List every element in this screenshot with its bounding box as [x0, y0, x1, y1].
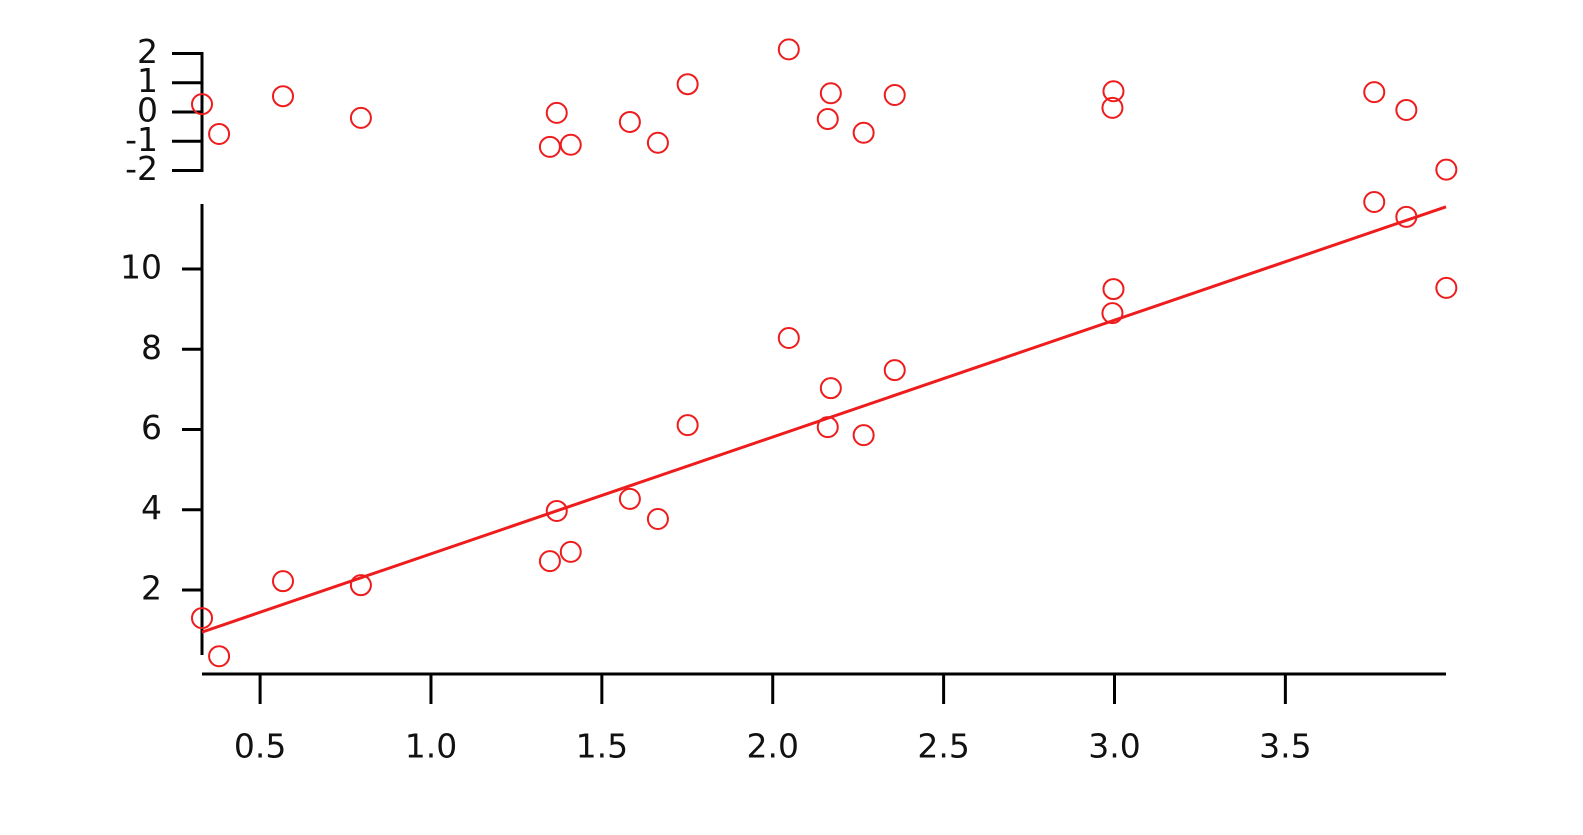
- point: [538, 550, 561, 573]
- fit-line: [201, 205, 1447, 634]
- point: [191, 607, 213, 630]
- point: [208, 645, 231, 668]
- point: [271, 85, 294, 108]
- y-tick-label: 6: [141, 408, 162, 447]
- point: [819, 82, 842, 105]
- x-tick-label: 2.5: [917, 727, 969, 766]
- point: [191, 93, 213, 116]
- point: [1101, 96, 1124, 119]
- point: [777, 38, 800, 61]
- y-tick-label: -2: [125, 149, 158, 188]
- point: [646, 507, 669, 530]
- point: [1395, 98, 1418, 121]
- point: [816, 108, 839, 131]
- point: [349, 574, 372, 597]
- point: [777, 327, 800, 350]
- point: [538, 135, 561, 158]
- y-tick-label: 2: [141, 568, 162, 607]
- point: [1435, 158, 1458, 181]
- point: [883, 84, 906, 107]
- point: [676, 73, 699, 96]
- y-tick-label: -1: [125, 120, 158, 159]
- point: [559, 540, 582, 563]
- x-tick-label: 1.0: [405, 727, 457, 766]
- point: [1363, 190, 1386, 213]
- point: [618, 487, 641, 510]
- y-tick-label: 8: [141, 328, 162, 367]
- y-tick-label: 1: [137, 61, 158, 100]
- point: [1102, 278, 1125, 301]
- point: [676, 414, 699, 437]
- x-tick-label: 0.5: [234, 727, 286, 766]
- y-tick-label: 0: [137, 91, 158, 130]
- point: [271, 570, 294, 593]
- point: [545, 499, 568, 522]
- point: [618, 110, 641, 133]
- point: [208, 122, 231, 145]
- x-tick-label: 2.0: [746, 727, 798, 766]
- x-tick-label: 3.0: [1088, 727, 1140, 766]
- point: [646, 131, 669, 154]
- point: [819, 377, 842, 400]
- point: [559, 133, 582, 156]
- point: [1102, 80, 1125, 103]
- point: [349, 106, 372, 129]
- point: [852, 424, 875, 447]
- point: [1363, 81, 1386, 104]
- point: [1435, 276, 1458, 299]
- x-tick-label: 1.5: [576, 727, 628, 766]
- x-tick-label: 3.5: [1259, 727, 1311, 766]
- point: [545, 101, 568, 124]
- y-tick-label: 4: [141, 488, 162, 527]
- y-tick-label: 2: [137, 32, 158, 71]
- y-tick-label: 10: [120, 248, 162, 287]
- point: [852, 121, 875, 144]
- point: [883, 359, 906, 382]
- point: [1101, 302, 1124, 325]
